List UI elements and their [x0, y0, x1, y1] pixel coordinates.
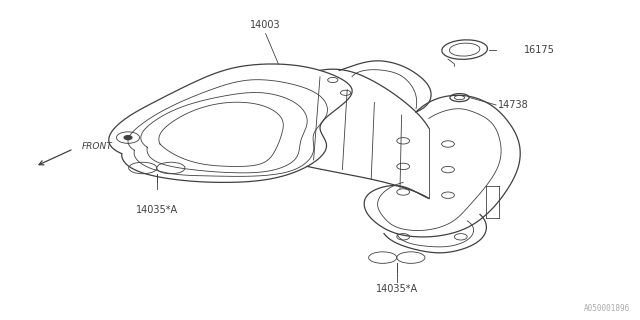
Text: 14035*A: 14035*A [136, 205, 178, 215]
Text: A050001896: A050001896 [584, 304, 630, 313]
Circle shape [124, 136, 132, 140]
Text: 16175: 16175 [524, 45, 554, 55]
Text: 14035*A: 14035*A [376, 284, 418, 294]
Text: 14738: 14738 [498, 100, 529, 110]
Text: 14003: 14003 [250, 20, 281, 30]
Text: FRONT: FRONT [81, 142, 112, 151]
